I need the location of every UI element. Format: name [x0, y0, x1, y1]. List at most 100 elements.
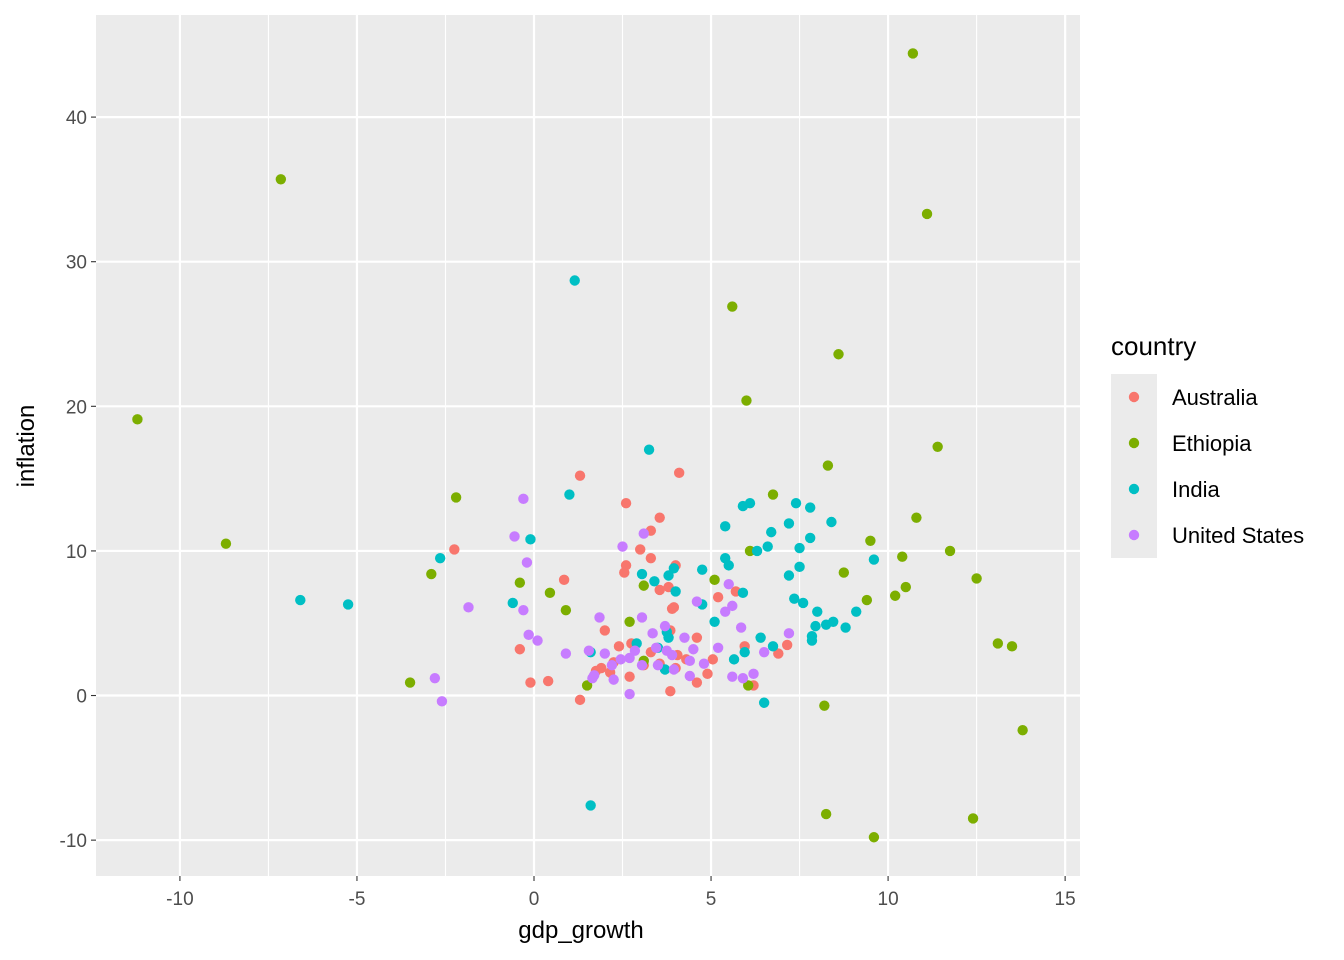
data-point-ethiopia [865, 535, 876, 546]
data-point-india [643, 444, 655, 455]
data-point-ethiopia [624, 616, 635, 627]
data-point-ethiopia [426, 568, 437, 580]
data-point-ethiopia [900, 581, 911, 593]
data-point-india [767, 641, 779, 652]
legend: country Australia Ethiopia India United Sta… [1111, 331, 1304, 558]
data-point-ethiopia [932, 441, 943, 453]
data-point-united-states [735, 622, 747, 633]
data-point-australia [525, 677, 536, 688]
data-point-ethiopia [868, 832, 880, 843]
data-point-united-states [629, 645, 641, 656]
data-point-australia [558, 574, 570, 586]
data-point-australia [665, 685, 676, 697]
data-point-united-states [624, 688, 635, 700]
y-tick-label: 0 [76, 687, 87, 708]
data-point-india [783, 570, 795, 581]
legend-title: country [1111, 331, 1196, 361]
data-point-united-states [758, 646, 770, 658]
data-point-ethiopia [822, 460, 834, 471]
data-point-united-states [518, 605, 529, 616]
data-point-ethiopia [544, 587, 556, 599]
data-point-ethiopia [404, 677, 416, 688]
data-point-australia [514, 644, 526, 655]
data-point-ethiopia [992, 638, 1004, 649]
data-point-united-states [684, 670, 695, 682]
legend-label: United States [1172, 523, 1304, 548]
data-point-india [525, 534, 536, 545]
data-point-australia [613, 641, 625, 652]
data-point-ethiopia [889, 590, 901, 601]
data-point-united-states [661, 645, 672, 656]
legend-key-ethiopia [1128, 437, 1140, 449]
data-point-ethiopia [833, 349, 844, 360]
data-point-united-states [712, 642, 724, 654]
legend-label: Australia [1172, 385, 1258, 410]
data-point-united-states [727, 671, 738, 682]
data-point-united-states [668, 664, 680, 675]
data-point-india [762, 541, 773, 552]
data-point-india [806, 635, 818, 646]
legend-key-australia [1128, 391, 1140, 403]
data-point-united-states [647, 628, 658, 639]
data-point-united-states [720, 606, 731, 617]
y-tick-label: 30 [66, 253, 87, 274]
legend-key-united-states [1128, 529, 1140, 541]
data-point-united-states [509, 531, 520, 542]
data-point-united-states [429, 672, 441, 684]
data-point-united-states [615, 654, 626, 665]
data-point-australia [781, 639, 793, 651]
data-point-australia [702, 668, 713, 680]
data-point-australia [620, 497, 632, 509]
data-point-united-states [523, 629, 534, 640]
data-point-united-states [652, 659, 664, 671]
x-tick-label: 15 [1055, 889, 1076, 910]
data-point-ethiopia [581, 680, 593, 691]
data-point-india [804, 532, 816, 544]
data-point-united-states [691, 596, 703, 607]
data-point-india [751, 545, 763, 557]
data-point-india [810, 620, 821, 632]
data-point-india [737, 587, 749, 599]
data-point-ethiopia [838, 567, 850, 578]
data-point-india [820, 619, 832, 630]
data-point-united-states [599, 648, 611, 659]
data-point-india [744, 497, 756, 509]
data-point-ethiopia [907, 48, 919, 59]
plot-panel [96, 15, 1080, 876]
data-point-india [663, 570, 674, 581]
data-point-ethiopia [450, 492, 462, 503]
data-point-australia [773, 648, 784, 659]
data-point-india [739, 646, 750, 658]
data-point-india [342, 599, 354, 610]
x-tick-label: -5 [349, 889, 366, 910]
data-point-india [797, 597, 809, 609]
data-point-united-states [463, 602, 474, 613]
data-point-united-states [698, 658, 710, 669]
data-point-india [709, 616, 720, 627]
data-point-india [804, 502, 816, 513]
axes: -10 -5 0 5 10 15 -10 0 10 20 30 40 [60, 108, 1076, 910]
data-point-ethiopia [767, 489, 779, 500]
data-point-united-states [688, 644, 699, 655]
data-point-australia [654, 512, 665, 523]
data-point-australia [673, 467, 685, 479]
data-point-united-states [521, 557, 533, 568]
data-point-india [434, 552, 446, 564]
data-point-united-states [737, 672, 749, 684]
data-point-australia [707, 654, 719, 665]
data-point-ethiopia [709, 574, 720, 586]
data-point-ethiopia [921, 208, 933, 220]
data-point-india [868, 554, 880, 565]
data-point-ethiopia [944, 545, 956, 557]
data-point-australia [574, 694, 586, 706]
grid-lines [96, 15, 1080, 876]
data-point-united-states [617, 541, 628, 552]
data-point-india [564, 489, 575, 500]
data-point-ethiopia [741, 395, 752, 406]
data-point-united-states [583, 645, 595, 656]
data-point-india [812, 606, 823, 617]
data-point-ethiopia [514, 577, 526, 588]
data-point-australia [619, 567, 630, 578]
data-point-australia [666, 603, 678, 614]
